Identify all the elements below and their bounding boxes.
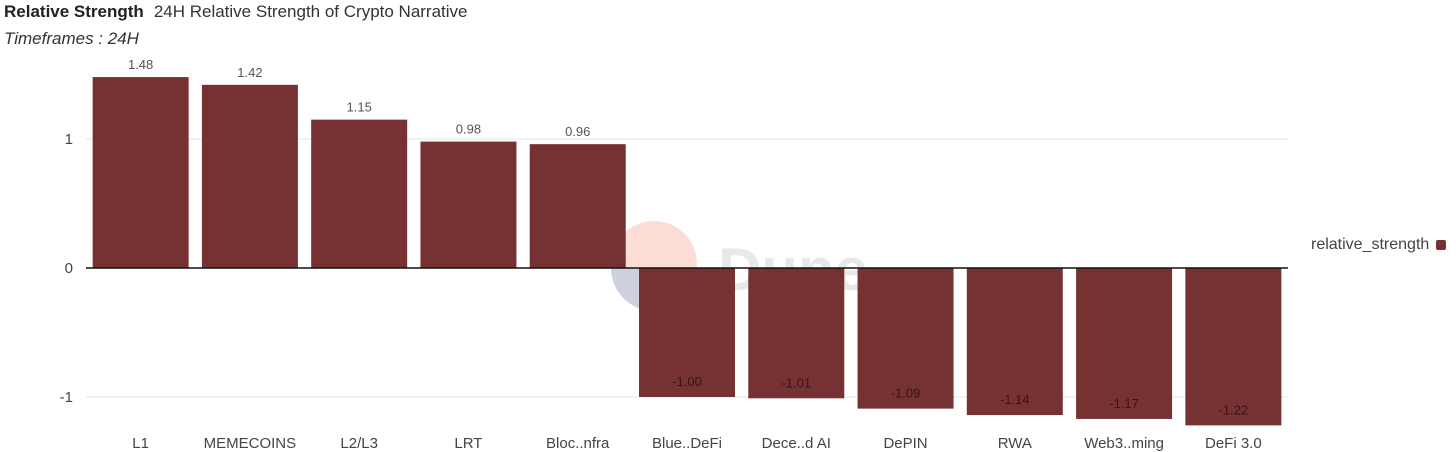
data-label: -1.17 xyxy=(1109,396,1139,411)
bar xyxy=(201,84,298,268)
bar xyxy=(92,77,189,268)
legend-label: relative_strength xyxy=(1311,236,1430,253)
bar xyxy=(748,268,845,399)
data-label: -1.22 xyxy=(1219,402,1249,417)
x-tick-label: LRT xyxy=(454,435,482,452)
data-label: 0.96 xyxy=(565,124,590,139)
bar xyxy=(1185,268,1282,426)
x-tick-label: Blue..DeFi xyxy=(652,435,722,452)
y-tick-label: 1 xyxy=(65,131,73,148)
x-tick-label: DeFi 3.0 xyxy=(1205,435,1262,452)
x-tick-label: Dece..d AI xyxy=(762,435,831,452)
x-tick-label: RWA xyxy=(998,435,1032,452)
y-tick-label: -1 xyxy=(60,389,73,406)
chart-subtitle: 24H Relative Strength of Crypto Narrativ… xyxy=(153,2,468,21)
data-label: 1.48 xyxy=(128,57,153,72)
x-tick-label: Bloc..nfra xyxy=(546,435,610,452)
chart-title: Relative Strength xyxy=(4,2,144,21)
x-tick-label: MEMECOINS xyxy=(204,435,297,452)
legend[interactable]: relative_strength xyxy=(1311,236,1447,254)
data-label: -1.01 xyxy=(781,375,811,390)
x-tick-label: L2/L3 xyxy=(340,435,378,452)
timeframes-label: Timeframes : 24H xyxy=(4,29,139,48)
data-label: 1.42 xyxy=(237,65,262,80)
bar xyxy=(966,268,1063,416)
data-label: 0.98 xyxy=(456,122,481,137)
bar xyxy=(857,268,954,409)
x-tick-label: Web3..ming xyxy=(1084,435,1164,452)
bar xyxy=(311,119,408,269)
data-label: -1.09 xyxy=(891,386,921,401)
y-tick-label: 0 xyxy=(65,260,73,277)
x-tick-label: DePIN xyxy=(883,435,927,452)
bar xyxy=(420,141,517,268)
bar xyxy=(1076,268,1173,419)
data-label: 1.15 xyxy=(347,100,372,115)
chart-header: Relative Strength 24H Relative Strength o… xyxy=(4,2,468,22)
legend-swatch xyxy=(1436,240,1447,250)
x-tick-label: L1 xyxy=(132,435,149,452)
bar xyxy=(639,268,735,397)
bar xyxy=(529,144,626,268)
data-label: -1.14 xyxy=(1000,392,1030,407)
data-label: -1.00 xyxy=(672,374,702,389)
